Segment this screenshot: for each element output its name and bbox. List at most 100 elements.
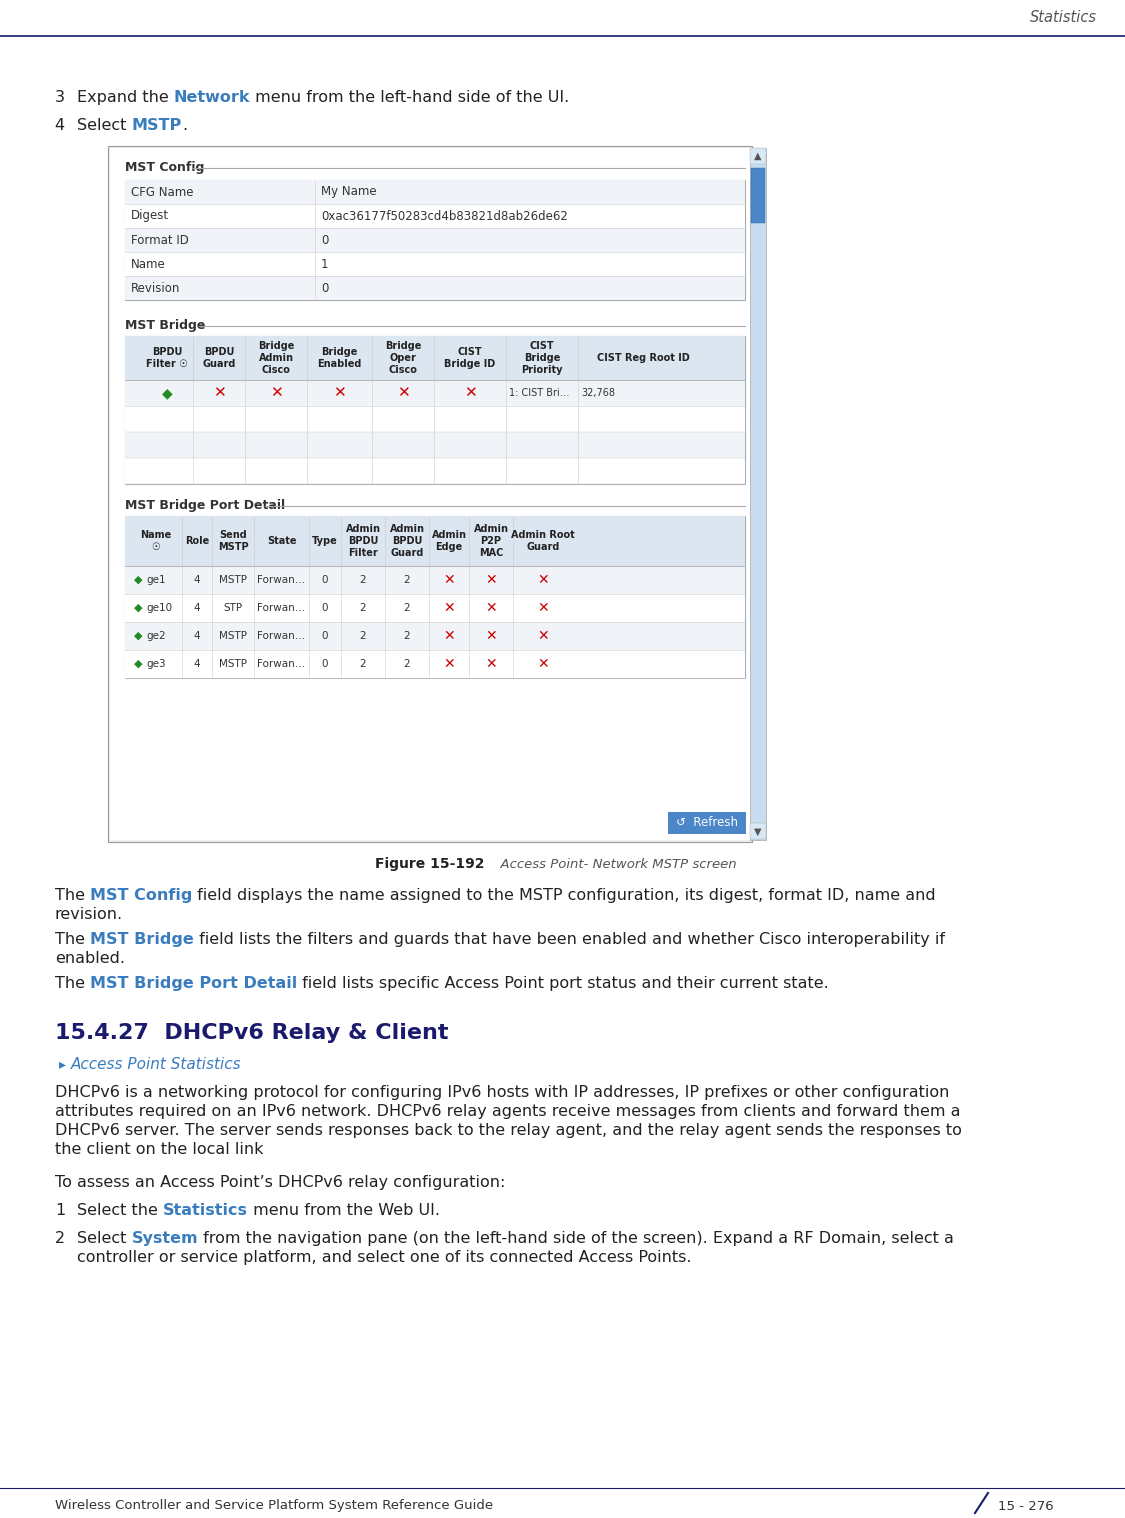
Text: CIST Reg Root ID: CIST Reg Root ID — [596, 354, 690, 363]
Text: Wireless Controller and Service Platform System Reference Guide: Wireless Controller and Service Platform… — [55, 1500, 493, 1512]
Text: ✕: ✕ — [213, 386, 225, 401]
Text: ✕: ✕ — [485, 601, 497, 615]
Text: My Name: My Name — [321, 185, 377, 199]
Text: 4: 4 — [193, 603, 200, 613]
Text: Format ID: Format ID — [130, 234, 189, 246]
Text: Role: Role — [184, 536, 209, 546]
Bar — [125, 335, 745, 380]
Text: ✕: ✕ — [443, 601, 454, 615]
Text: 4: 4 — [193, 659, 200, 669]
Text: MST Bridge: MST Bridge — [125, 319, 206, 332]
Bar — [750, 823, 766, 839]
Text: ✕: ✕ — [443, 657, 454, 671]
Text: 2: 2 — [360, 575, 367, 584]
Text: ✕: ✕ — [443, 572, 454, 587]
Text: MSTP: MSTP — [219, 659, 248, 669]
Bar — [125, 252, 745, 276]
Text: 2: 2 — [360, 631, 367, 641]
Text: ◆: ◆ — [134, 659, 143, 669]
Text: 0: 0 — [322, 575, 328, 584]
Text: STP: STP — [224, 603, 243, 613]
Text: BPDU
Guard: BPDU Guard — [202, 346, 236, 369]
Text: .: . — [182, 118, 187, 134]
Text: ✕: ✕ — [464, 386, 476, 401]
Text: Forwan…: Forwan… — [258, 659, 306, 669]
Text: 1: CIST Bri…: 1: CIST Bri… — [508, 389, 569, 398]
Text: 2: 2 — [55, 1231, 65, 1246]
Text: 0: 0 — [321, 281, 328, 294]
Text: Type: Type — [312, 536, 337, 546]
Text: MST Config: MST Config — [125, 161, 205, 175]
Bar — [125, 380, 745, 405]
Text: Admin
P2P
MAC: Admin P2P MAC — [474, 524, 508, 559]
Text: 32,768: 32,768 — [580, 389, 615, 398]
Bar — [125, 181, 745, 203]
Text: 0: 0 — [322, 603, 328, 613]
Bar — [125, 335, 745, 484]
Text: ✕: ✕ — [538, 657, 549, 671]
Text: The: The — [55, 932, 90, 947]
Text: ◆: ◆ — [134, 575, 143, 584]
Text: MSTP: MSTP — [132, 118, 182, 134]
Text: ✕: ✕ — [485, 572, 497, 587]
Text: Bridge
Admin
Cisco: Bridge Admin Cisco — [258, 340, 295, 375]
Text: 2: 2 — [360, 659, 367, 669]
Text: field lists specific Access Point port status and their current state.: field lists specific Access Point port s… — [297, 976, 829, 991]
Text: Admin Root
Guard: Admin Root Guard — [511, 530, 575, 553]
Bar — [125, 516, 745, 566]
Text: Admin
BPDU
Guard: Admin BPDU Guard — [389, 524, 424, 559]
Text: The: The — [55, 976, 90, 991]
Text: CIST
Bridge
Priority: CIST Bridge Priority — [521, 340, 562, 375]
Bar — [752, 168, 765, 223]
Text: Name
☉: Name ☉ — [141, 530, 172, 553]
Text: 2: 2 — [404, 575, 411, 584]
Text: ✕: ✕ — [333, 386, 345, 401]
Text: CFG Name: CFG Name — [130, 185, 193, 199]
Bar — [125, 228, 745, 252]
Text: DHCPv6 is a networking protocol for configuring IPv6 hosts with IP addresses, IP: DHCPv6 is a networking protocol for conf… — [55, 1085, 949, 1101]
Text: 15 - 276: 15 - 276 — [998, 1500, 1054, 1512]
Bar — [125, 203, 745, 228]
Text: Bridge
Enabled: Bridge Enabled — [317, 346, 362, 369]
Text: MSTP: MSTP — [219, 575, 248, 584]
Text: controller or service platform, and select one of its connected Access Points.: controller or service platform, and sele… — [76, 1249, 692, 1264]
Text: ▸: ▸ — [58, 1057, 66, 1072]
Bar — [125, 276, 745, 301]
Text: Admin
BPDU
Filter: Admin BPDU Filter — [345, 524, 380, 559]
Bar — [125, 622, 745, 650]
Text: 4: 4 — [55, 118, 75, 134]
Text: ◆: ◆ — [162, 386, 172, 401]
Text: Send
MSTP: Send MSTP — [218, 530, 249, 553]
Text: menu from the Web UI.: menu from the Web UI. — [248, 1202, 440, 1217]
Text: ✕: ✕ — [538, 601, 549, 615]
Text: Statistics: Statistics — [163, 1202, 248, 1217]
Text: revision.: revision. — [55, 906, 123, 921]
Text: The: The — [55, 888, 90, 903]
Text: from the navigation pane (on the left-hand side of the screen). Expand a RF Doma: from the navigation pane (on the left-ha… — [198, 1231, 954, 1246]
Bar — [108, 146, 752, 842]
Text: ✕: ✕ — [538, 628, 549, 644]
Text: Select: Select — [76, 1231, 132, 1246]
Text: 3: 3 — [55, 90, 75, 105]
Text: 4: 4 — [193, 575, 200, 584]
Text: enabled.: enabled. — [55, 950, 125, 965]
Text: Network: Network — [174, 90, 251, 105]
Text: Figure 15-192: Figure 15-192 — [376, 858, 485, 871]
Text: 4: 4 — [193, 631, 200, 641]
Bar — [125, 650, 745, 679]
Text: menu from the left-hand side of the UI.: menu from the left-hand side of the UI. — [251, 90, 569, 105]
Text: MST Bridge Port Detail: MST Bridge Port Detail — [125, 499, 285, 513]
Text: ◆: ◆ — [134, 631, 143, 641]
Bar — [125, 433, 745, 458]
Bar — [668, 812, 746, 833]
Text: the client on the local link: the client on the local link — [55, 1142, 263, 1157]
Text: MST Bridge Port Detail: MST Bridge Port Detail — [90, 976, 297, 991]
Text: Forwan…: Forwan… — [258, 631, 306, 641]
Bar — [125, 405, 745, 433]
Bar — [125, 594, 745, 622]
Bar — [125, 181, 745, 301]
Text: Bridge
Oper
Cisco: Bridge Oper Cisco — [385, 340, 421, 375]
Text: Forwan…: Forwan… — [258, 575, 306, 584]
Text: field lists the filters and guards that have been enabled and whether Cisco inte: field lists the filters and guards that … — [193, 932, 945, 947]
Text: To assess an Access Point’s DHCPv6 relay configuration:: To assess an Access Point’s DHCPv6 relay… — [55, 1175, 505, 1190]
